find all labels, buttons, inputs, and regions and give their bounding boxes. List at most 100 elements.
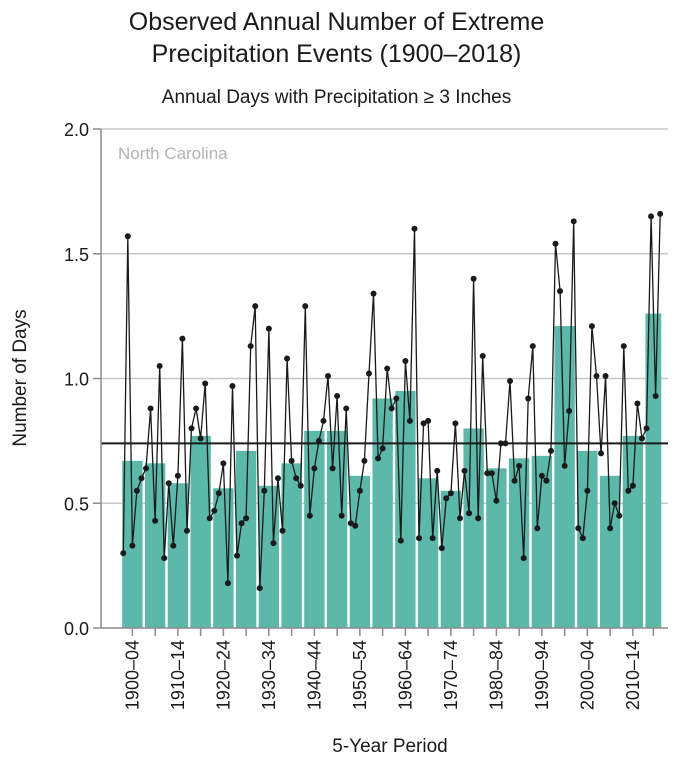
annual-point xyxy=(206,515,213,522)
annual-point xyxy=(347,520,354,527)
annual-point xyxy=(593,373,600,380)
period-bar xyxy=(372,398,393,628)
period-bar xyxy=(440,490,462,628)
annual-point xyxy=(566,407,573,414)
annual-point xyxy=(429,535,436,542)
period-bar xyxy=(190,435,211,628)
annual-point xyxy=(138,475,145,482)
period-bar xyxy=(213,488,234,628)
annual-point xyxy=(598,450,605,457)
annual-point xyxy=(584,487,591,494)
annual-point xyxy=(420,420,427,427)
period-bar xyxy=(395,390,416,628)
period-bar xyxy=(463,428,484,628)
period-bar xyxy=(258,485,280,628)
annual-point xyxy=(625,487,632,494)
period-bar xyxy=(144,463,166,628)
annual-point xyxy=(616,512,623,519)
annual-point xyxy=(470,275,477,282)
annual-point xyxy=(488,470,495,477)
x-tick-label: 1970–74 xyxy=(441,640,461,710)
period-bar xyxy=(417,478,439,628)
annual-point xyxy=(293,475,300,482)
annual-point xyxy=(502,440,509,447)
period-bar xyxy=(645,313,662,628)
x-tick-label: 1930–34 xyxy=(259,640,279,710)
annual-point xyxy=(570,218,577,225)
annual-point xyxy=(497,440,504,447)
annual-point xyxy=(579,535,586,542)
annual-point xyxy=(338,512,345,519)
annual-point xyxy=(120,550,127,557)
x-tick-label: 2000–04 xyxy=(577,640,597,710)
annual-point xyxy=(406,417,413,424)
annual-point xyxy=(466,510,473,517)
x-tick-label: 2010–14 xyxy=(623,640,643,710)
annual-point xyxy=(325,373,332,380)
x-tick-label: 1900–04 xyxy=(122,640,142,710)
annual-point xyxy=(270,540,277,547)
annual-point xyxy=(375,455,382,462)
annual-point xyxy=(279,527,286,534)
annual-point xyxy=(193,405,200,412)
annual-point xyxy=(370,290,377,297)
annual-point xyxy=(147,405,154,412)
annual-point xyxy=(261,487,268,494)
annual-point xyxy=(643,425,650,432)
annual-point xyxy=(479,353,486,360)
period-bar xyxy=(281,463,302,628)
annual-point xyxy=(538,472,545,479)
axes: 0.0 0.5 1.0 1.5 2.0 1900–04 1910–14 1920–24 1930… xyxy=(64,120,668,710)
annual-series xyxy=(120,210,664,592)
y-tick-label: 2.0 xyxy=(64,120,89,140)
annual-point xyxy=(284,355,291,362)
annual-point xyxy=(297,482,304,489)
annual-point xyxy=(475,515,482,522)
annual-point xyxy=(557,288,564,295)
period-bar xyxy=(304,430,325,628)
region-label: North Carolina xyxy=(118,144,228,163)
annual-point xyxy=(561,462,568,469)
annual-point xyxy=(243,515,250,522)
period-bar xyxy=(486,468,507,628)
annual-point xyxy=(256,585,263,592)
x-tick-label: 1910–14 xyxy=(168,640,188,710)
annual-point xyxy=(507,377,514,384)
annual-point xyxy=(657,210,664,217)
annual-point xyxy=(452,420,459,427)
annual-point xyxy=(588,323,595,330)
annual-point xyxy=(629,482,636,489)
annual-point xyxy=(652,392,659,399)
annual-point xyxy=(152,517,159,524)
annual-point xyxy=(384,365,391,372)
period-bar xyxy=(326,430,348,628)
bars xyxy=(122,313,662,628)
annual-point xyxy=(129,542,136,549)
annual-point xyxy=(183,527,190,534)
annual-point xyxy=(525,395,532,402)
annual-point xyxy=(456,515,463,522)
annual-point xyxy=(634,400,641,407)
x-tick-label: 1960–64 xyxy=(395,640,415,710)
period-bar xyxy=(577,450,598,628)
annual-point xyxy=(397,537,404,544)
annual-point xyxy=(343,405,350,412)
annual-point xyxy=(534,525,541,532)
annual-point xyxy=(174,472,181,479)
annual-point xyxy=(143,465,150,472)
annual-point xyxy=(156,363,163,370)
annual-point xyxy=(379,445,386,452)
annual-point xyxy=(311,465,318,472)
chart-title: Observed Annual Number of Extreme Precip… xyxy=(128,8,545,68)
annual-point xyxy=(302,303,309,310)
annual-point xyxy=(238,520,245,527)
annual-point xyxy=(425,417,432,424)
y-axis-label: Number of Days xyxy=(10,309,31,446)
x-tick-label: 1920–24 xyxy=(213,640,233,710)
annual-point xyxy=(620,343,627,350)
annual-point xyxy=(315,437,322,444)
annual-point xyxy=(334,392,341,399)
annual-point xyxy=(547,447,554,454)
period-bar xyxy=(508,458,530,628)
annual-point xyxy=(361,457,368,464)
